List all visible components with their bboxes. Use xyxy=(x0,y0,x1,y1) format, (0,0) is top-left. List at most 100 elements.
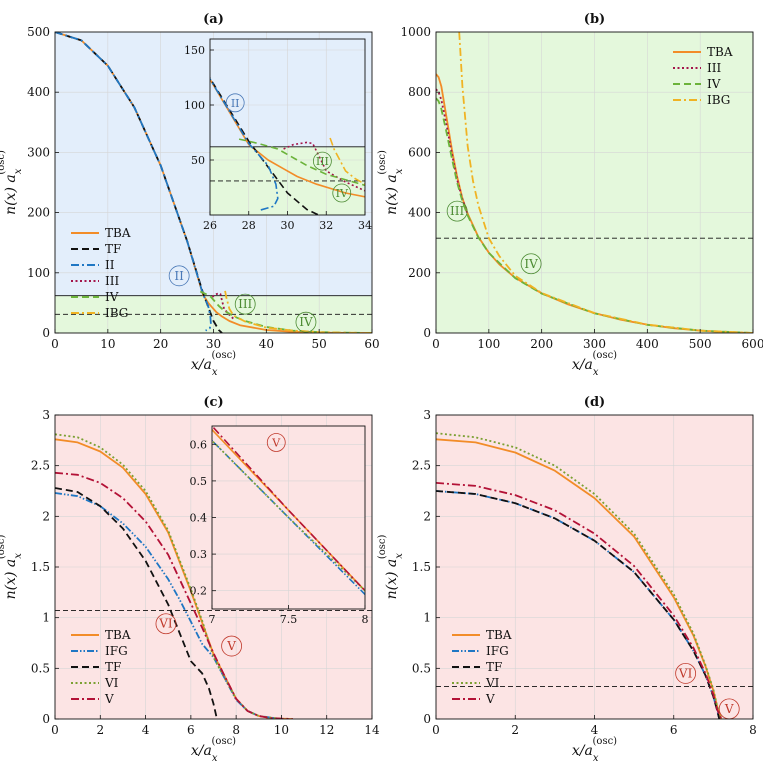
y-tick-label: 0.4 xyxy=(190,512,208,525)
series-line-IFG xyxy=(55,492,282,719)
y-tick-label: 1 xyxy=(42,611,50,625)
y-tick-label: 2.5 xyxy=(31,459,50,473)
legend-label: TBA xyxy=(486,628,512,642)
x-tick-label: 10 xyxy=(100,337,115,351)
x-axis-label: x/ax(osc) xyxy=(572,350,617,378)
y-tick-label: 500 xyxy=(27,25,50,39)
x-tick-label: 4 xyxy=(142,723,150,737)
y-tick-label: 100 xyxy=(27,266,50,280)
panel-label: (d) xyxy=(584,395,605,410)
series-line-IFG xyxy=(436,490,721,719)
x-tick-label: 40 xyxy=(259,337,274,351)
x-tick-label: 0 xyxy=(51,723,59,737)
x-tick-label: 100 xyxy=(477,337,500,351)
y-tick-label: 200 xyxy=(27,206,50,220)
series-line-V xyxy=(436,482,723,719)
series-line-TF xyxy=(55,32,223,333)
x-tick-label: 50 xyxy=(312,337,327,351)
y-tick-label: 1.5 xyxy=(412,560,431,574)
panel-1: III IV 0 100 200 300 400 500 600 0 200 400 600 800 100… xyxy=(377,12,763,378)
legend-label: II xyxy=(105,258,115,272)
y-tick-label: 0.3 xyxy=(190,548,208,561)
x-tick-label: 8 xyxy=(232,723,240,737)
x-tick-label: 0 xyxy=(51,337,59,351)
legend-label: V xyxy=(104,692,114,706)
y-tick-label: 0.2 xyxy=(190,585,208,598)
y-tick-label: 100 xyxy=(184,99,205,112)
region-label-circle xyxy=(520,253,542,275)
x-tick-label: 14 xyxy=(364,723,380,737)
y-tick-label: 2 xyxy=(423,509,431,523)
x-tick-label: 20 xyxy=(153,337,168,351)
x-tick-label: 8 xyxy=(749,723,757,737)
region-label-circle xyxy=(225,93,245,113)
legend-label: TF xyxy=(486,660,502,674)
region-label-circle xyxy=(168,265,190,287)
y-tick-label: 0.5 xyxy=(190,475,208,488)
y-tick-label: 0.6 xyxy=(190,438,208,451)
x-axis-label: x/ax(osc) xyxy=(191,350,236,378)
legend-label: TBA xyxy=(707,45,733,59)
x-tick-label: 26 xyxy=(203,219,217,232)
y-tick-label: 3 xyxy=(423,408,431,422)
series-line-VI xyxy=(55,433,282,719)
region-label: VI xyxy=(678,666,693,680)
x-axis-label: x/ax(osc) xyxy=(572,736,617,764)
series-line-TBA xyxy=(210,77,365,198)
series-line-VI xyxy=(436,432,723,719)
series-line-III xyxy=(436,88,469,215)
panel-label: (b) xyxy=(584,12,605,27)
legend: TBA III IV IBG xyxy=(673,45,733,107)
y-tick-label: 0 xyxy=(423,326,431,340)
y-axis-label: n(x) ax(osc) xyxy=(377,534,405,599)
x-tick-label: 2 xyxy=(511,723,519,737)
y-tick-label: 0 xyxy=(42,712,50,726)
legend-label: TF xyxy=(105,242,121,256)
series-line-IV xyxy=(199,290,372,333)
x-tick-label: 0 xyxy=(432,723,440,737)
legend-label: III xyxy=(105,274,119,288)
y-tick-label: 400 xyxy=(27,85,50,99)
x-tick-label: 200 xyxy=(530,337,553,351)
panel-3: VI V 0 2 4 6 8 0 0.5 1 1.5 2 2.5 3 (d) x/ax(osc) n(x) ax… xyxy=(377,395,757,764)
inset: V 7 7.5 8 0.2 0.3 0.4 0.5 0.6 xyxy=(190,425,369,626)
y-tick-label: 800 xyxy=(408,85,431,99)
region-label-circle xyxy=(295,311,317,333)
legend-label: III xyxy=(707,61,721,75)
y-tick-label: 3 xyxy=(42,408,50,422)
legend-label: IFG xyxy=(486,644,509,658)
y-axis-label: n(x) ax(osc) xyxy=(0,534,24,599)
x-tick-label: 6 xyxy=(670,723,678,737)
x-tick-label: 6 xyxy=(187,723,195,737)
plot-area xyxy=(210,39,365,215)
series-line-TBA xyxy=(436,73,753,333)
plot-area xyxy=(212,426,365,609)
x-tick-label: 600 xyxy=(742,337,763,351)
region-label: V xyxy=(724,702,734,716)
region-label-circle xyxy=(266,433,286,452)
y-tick-label: 300 xyxy=(27,145,50,159)
y-axis-label: n(x) ax(osc) xyxy=(0,150,24,215)
legend-label: IV xyxy=(105,290,119,304)
series-line-TF xyxy=(210,76,319,215)
x-tick-label: 2 xyxy=(96,723,104,737)
y-tick-label: 1 xyxy=(423,611,431,625)
series-line-IV xyxy=(238,138,365,187)
y-tick-label: 2.5 xyxy=(412,459,431,473)
y-tick-label: 0.5 xyxy=(412,661,431,675)
y-tick-label: 150 xyxy=(184,44,205,57)
legend: TBA IFG TF VI V xyxy=(452,628,512,706)
region-label: II xyxy=(231,97,240,110)
region-label: V xyxy=(226,639,236,653)
x-tick-label: 12 xyxy=(319,723,334,737)
region-label-circle xyxy=(446,200,468,222)
panel-label: (a) xyxy=(203,12,224,27)
legend-label: IV xyxy=(707,77,721,91)
x-tick-label: 60 xyxy=(364,337,379,351)
series-line-TBA xyxy=(436,438,723,719)
legend-label: TF xyxy=(105,660,121,674)
legend-label: TBA xyxy=(105,226,131,240)
x-tick-label: 4 xyxy=(591,723,599,737)
series-line-TF xyxy=(55,487,218,719)
